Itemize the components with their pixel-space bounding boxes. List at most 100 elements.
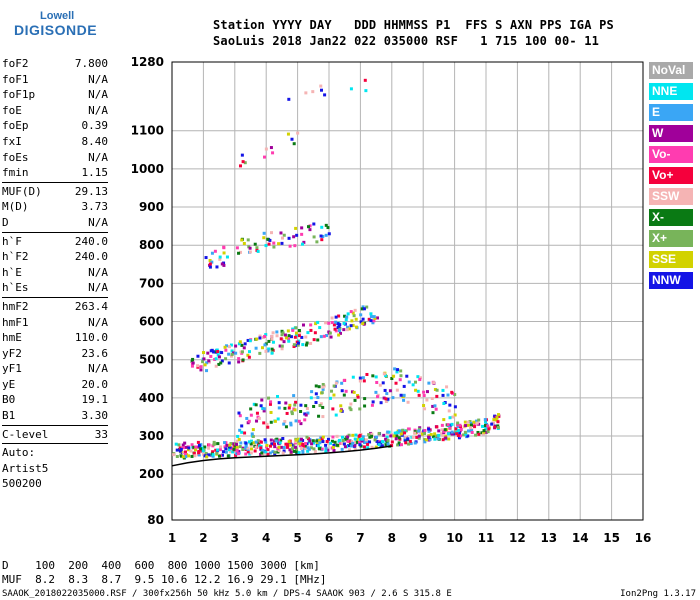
echo-point xyxy=(292,449,296,453)
echo-point xyxy=(235,449,239,453)
echo-point xyxy=(201,360,205,364)
echo-point xyxy=(273,442,277,446)
echo-point xyxy=(384,443,388,447)
echo-point xyxy=(392,374,396,378)
echo-point xyxy=(298,439,302,443)
legend-item: E xyxy=(649,104,693,121)
echo-point xyxy=(441,434,445,438)
echo-point xyxy=(497,413,501,417)
param-name: Artist5 xyxy=(2,461,49,475)
echo-point xyxy=(416,375,420,379)
echo-point xyxy=(422,404,426,408)
echo-point xyxy=(459,434,463,438)
echo-point xyxy=(214,350,218,354)
echo-point xyxy=(179,454,183,458)
echo-point xyxy=(358,440,362,444)
echo-point xyxy=(271,450,275,454)
echo-point xyxy=(361,317,365,321)
echo-point xyxy=(266,448,270,452)
echo-point xyxy=(306,449,310,453)
echo-point xyxy=(227,361,231,365)
echo-point xyxy=(473,425,477,429)
echo-point xyxy=(216,349,220,353)
echo-point xyxy=(482,430,486,434)
echo-point xyxy=(342,393,346,397)
echo-point xyxy=(398,429,402,433)
echo-point xyxy=(220,351,224,355)
echo-point xyxy=(270,337,274,341)
echo-point xyxy=(197,453,201,457)
echo-point xyxy=(307,447,311,451)
echo-point xyxy=(396,368,400,372)
echo-point xyxy=(253,449,257,453)
echo-point xyxy=(231,442,235,446)
echo-point xyxy=(220,359,224,363)
echo-point xyxy=(309,396,313,400)
echo-point xyxy=(306,225,310,229)
echo-point xyxy=(316,338,320,342)
echo-point xyxy=(235,452,239,456)
echo-point xyxy=(369,315,373,319)
echo-point xyxy=(318,438,322,442)
echo-point xyxy=(374,445,378,449)
echo-point xyxy=(268,238,272,242)
param-row: hmF1 N/A xyxy=(2,315,108,331)
echo-point xyxy=(351,375,355,379)
echo-point xyxy=(360,307,364,311)
echo-point xyxy=(290,410,294,414)
echo-point xyxy=(314,400,318,404)
x-tick-label: 7 xyxy=(356,531,364,545)
echo-point xyxy=(330,316,334,320)
legend-item: SSE xyxy=(649,251,693,268)
echo-point xyxy=(340,441,344,445)
echo-point xyxy=(319,234,323,238)
x-tick-label: 9 xyxy=(419,531,427,545)
echo-point xyxy=(261,449,265,453)
echo-point xyxy=(222,251,226,255)
echo-point xyxy=(305,407,309,411)
echo-point xyxy=(441,393,445,397)
echo-point xyxy=(275,437,279,441)
param-value: N/A xyxy=(88,150,108,164)
echo-point xyxy=(183,452,187,456)
echo-point xyxy=(324,443,328,447)
echo-point xyxy=(432,435,436,439)
echo-point xyxy=(274,439,278,443)
echo-point xyxy=(340,435,344,439)
echo-point xyxy=(453,405,457,409)
echo-point xyxy=(213,249,217,253)
echo-point xyxy=(451,415,455,419)
echo-point xyxy=(292,345,296,349)
param-row: M(D) 3.73 xyxy=(2,199,108,215)
echo-point xyxy=(255,411,259,415)
echo-point xyxy=(342,321,346,325)
echo-point xyxy=(205,455,209,459)
echo-point xyxy=(351,433,355,437)
echo-point xyxy=(282,446,286,450)
echo-point xyxy=(214,357,218,361)
echo-point xyxy=(254,403,258,407)
echo-point xyxy=(407,442,411,446)
echo-point xyxy=(430,396,434,400)
echo-point xyxy=(474,419,478,423)
echo-point xyxy=(236,434,240,438)
echo-point xyxy=(408,439,412,443)
legend-item: NNE xyxy=(649,83,693,100)
echo-point xyxy=(241,448,245,452)
echo-point xyxy=(326,226,330,230)
echo-point xyxy=(351,311,355,315)
echo-point xyxy=(314,384,318,388)
echo-point xyxy=(382,372,386,376)
echo-point xyxy=(273,419,277,423)
echo-point xyxy=(456,434,460,438)
echo-point xyxy=(324,233,328,237)
echo-point xyxy=(196,364,200,368)
echo-point xyxy=(178,449,182,453)
echo-point xyxy=(375,380,379,384)
echo-point xyxy=(237,357,241,361)
echo-point xyxy=(294,333,298,337)
echo-point xyxy=(353,447,357,451)
x-tick-label: 15 xyxy=(603,531,620,545)
echo-point xyxy=(423,407,427,411)
echo-point xyxy=(235,439,239,443)
